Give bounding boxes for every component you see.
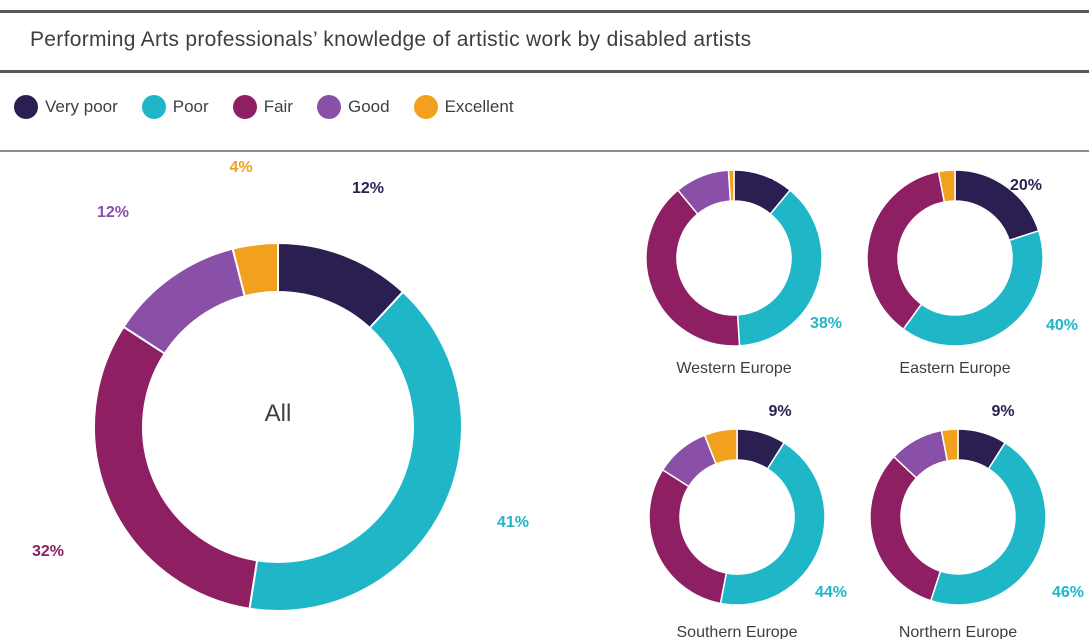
legend-label-good: Good — [347, 97, 390, 116]
slice-southern-europe-excellent — [703, 428, 738, 465]
legend-swatch-good — [316, 95, 341, 119]
chart-title: Performing Arts professionals’ knowledge… — [30, 28, 752, 51]
legend-item-very-poor: Very poor — [14, 95, 118, 119]
title-divider — [0, 70, 1089, 73]
slice-northern-europe-fair — [869, 455, 942, 602]
legend-label-very-poor: Very poor — [45, 97, 118, 116]
top-rule — [0, 10, 1089, 13]
donut-eastern-europe: 20% 40% Eastern Europe — [866, 169, 1078, 377]
legend-swatch-very-poor — [14, 95, 38, 119]
data-label-all-poor: 41% — [497, 514, 529, 531]
chart-label-eastern-europe: Eastern Europe — [899, 360, 1010, 377]
data-label-western-europe-poor: 38% — [810, 315, 842, 332]
slice-eastern-europe-excellent — [937, 169, 956, 203]
legend-swatch-excellent — [413, 95, 438, 119]
slice-eastern-europe-poor — [902, 229, 1044, 347]
chart-label-western-europe: Western Europe — [676, 360, 791, 377]
data-label-eastern-europe-very-poor: 20% — [1010, 177, 1042, 194]
data-label-all-fair: 32% — [32, 543, 64, 560]
data-label-all-excellent: 4% — [229, 159, 252, 176]
slice-western-europe-poor — [736, 189, 823, 347]
donut-southern-europe: 9% 44% Southern Europe — [648, 403, 847, 639]
legend-label-poor: Poor — [172, 97, 209, 116]
slice-all-good — [122, 247, 246, 355]
legend: Very poor Poor Fair Good Excellent — [14, 92, 538, 122]
legend-item-good: Good — [316, 95, 390, 119]
legend-swatch-poor — [141, 95, 166, 119]
donut-northern-europe: 9% 46% Northern Europe — [869, 403, 1084, 639]
slice-southern-europe-poor — [719, 441, 826, 606]
slice-all-excellent — [231, 241, 279, 298]
legend-swatch-fair — [232, 95, 257, 119]
slice-northern-europe-poor — [929, 441, 1047, 606]
chart-label-southern-europe: Southern Europe — [677, 624, 798, 639]
chart-label-northern-europe: Northern Europe — [899, 624, 1017, 639]
data-label-western-europe-very-poor: 11% — [744, 177, 775, 194]
data-label-northern-europe-very-poor: 9% — [991, 403, 1014, 420]
legend-item-excellent: Excellent — [413, 95, 514, 119]
data-label-all-good: 12% — [97, 204, 129, 221]
slice-western-europe-excellent — [727, 169, 735, 202]
slice-northern-europe-excellent — [940, 428, 959, 462]
legend-label-excellent: Excellent — [444, 97, 514, 116]
chart-label-all: All — [265, 400, 292, 427]
data-label-northern-europe-poor: 46% — [1052, 584, 1084, 601]
legend-label-fair: Fair — [263, 97, 293, 116]
legend-item-fair: Fair — [232, 95, 293, 119]
data-label-southern-europe-very-poor: 9% — [768, 403, 791, 420]
legend-divider — [0, 150, 1089, 152]
slice-western-europe-fair — [645, 189, 741, 347]
donut-all: 12% 41% 32% 12% 4% All — [32, 159, 529, 612]
donut-western-europe: 11% 38% Western Europe — [645, 169, 842, 377]
legend-item-poor: Poor — [141, 95, 209, 119]
slice-all-fair — [93, 325, 259, 610]
slice-eastern-europe-fair — [866, 170, 946, 331]
slice-all-poor — [248, 290, 463, 612]
slice-southern-europe-fair — [648, 468, 728, 605]
data-label-all-very-poor: 12% — [352, 180, 384, 197]
data-label-southern-europe-poor: 44% — [815, 584, 847, 601]
data-label-eastern-europe-poor: 40% — [1046, 317, 1078, 334]
